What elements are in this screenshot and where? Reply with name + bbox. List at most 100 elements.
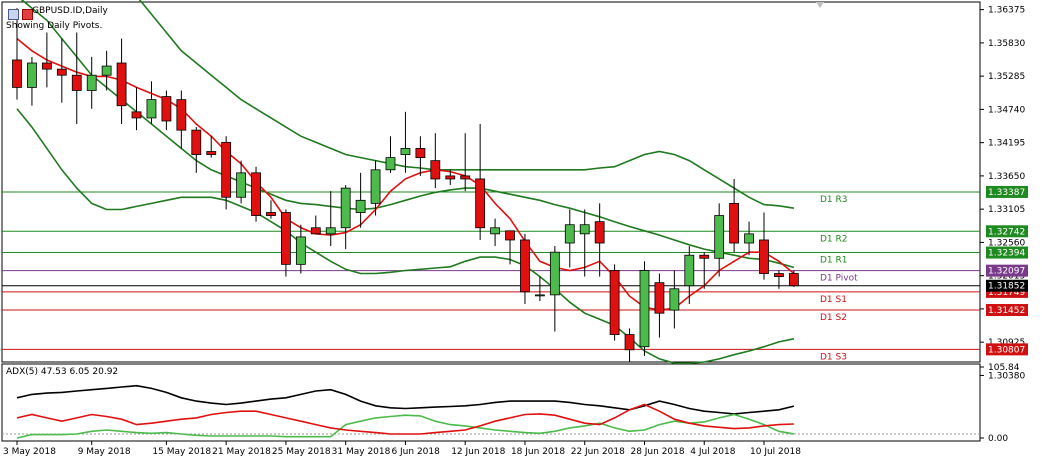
candle-body xyxy=(221,141,232,198)
y-tick-label: 1.36375 xyxy=(988,6,1025,16)
x-tick-label: 10 Jul 2018 xyxy=(750,447,801,457)
candle-body xyxy=(579,224,590,235)
candle-body xyxy=(385,157,396,171)
candle-body xyxy=(370,169,381,204)
y-tick-label: 1.33105 xyxy=(988,205,1025,215)
candle-body xyxy=(131,111,142,119)
pivot-price-tag xyxy=(986,225,1028,238)
candle-body xyxy=(520,239,530,293)
y-tick-label: 1.30380 xyxy=(988,371,1025,381)
pivot-price-tag xyxy=(986,304,1028,317)
pivot-label: D1 Pivot xyxy=(820,274,858,284)
candle-body xyxy=(71,74,82,91)
candle-body xyxy=(744,233,754,244)
chart-icon[interactable] xyxy=(8,9,19,20)
candle-body xyxy=(56,68,67,76)
bollinger-lower-line xyxy=(16,108,795,365)
pivot-price-tag-text: 1.33387 xyxy=(988,188,1025,198)
y-tick-label: 1.34195 xyxy=(988,139,1025,149)
x-tick-label: 18 Jun 2018 xyxy=(511,447,565,457)
candle-body xyxy=(146,99,157,119)
candle-body xyxy=(684,254,695,287)
candle-body xyxy=(176,99,187,131)
indicator-header: ADX(5) 47.53 6.05 20.92 xyxy=(6,367,119,377)
main-plot-frame xyxy=(1,1,981,363)
candle-body xyxy=(654,282,665,314)
y-tick-label: 1.34740 xyxy=(988,105,1025,115)
candle-body xyxy=(116,62,127,107)
candle-body xyxy=(101,65,112,76)
candle-body xyxy=(206,151,217,155)
candle-body xyxy=(355,199,366,213)
candle-body xyxy=(400,148,411,155)
pivot-price-tag-text: 1.31749 xyxy=(988,288,1025,298)
pivot-price-tag-text: 1.30807 xyxy=(988,345,1025,355)
x-tick-label: 9 May 2018 xyxy=(78,447,131,457)
candle-body xyxy=(714,215,725,259)
pivot-label: D1 S2 xyxy=(820,313,847,323)
y-tick-label: 1.32015 xyxy=(988,272,1025,282)
x-tick-label: 28 Jun 2018 xyxy=(630,447,684,457)
pivot-label: D1 R2 xyxy=(820,234,848,244)
pivot-label: D1 R1 xyxy=(820,256,848,266)
x-tick-label: 25 May 2018 xyxy=(272,447,331,457)
pivot-price-tag xyxy=(986,343,1028,356)
candle-body xyxy=(430,160,441,180)
y-tick-label: 1.33650 xyxy=(988,172,1025,182)
indicator-y-tick-label: 105.84 xyxy=(988,363,1020,373)
candle-body xyxy=(774,273,784,277)
candle-body xyxy=(325,227,336,235)
moving-average-line xyxy=(16,37,795,311)
di-plus-line xyxy=(16,413,795,439)
indicator-y-tick-label: 0.00 xyxy=(988,434,1008,444)
candle-body xyxy=(624,334,635,351)
x-tick-label: 6 Jun 2018 xyxy=(391,447,440,457)
pivot-price-tag xyxy=(986,185,1028,198)
pivot-label: D1 R3 xyxy=(820,195,848,205)
candle-body xyxy=(27,62,37,88)
y-tick-label: 1.30925 xyxy=(988,338,1025,348)
x-tick-label: 15 May 2018 xyxy=(152,447,211,457)
candle-body xyxy=(759,239,769,274)
candle-body xyxy=(445,175,456,180)
y-tick-label: 1.35830 xyxy=(988,39,1025,49)
scroll-marker-icon xyxy=(816,2,824,8)
candle-body xyxy=(310,227,321,235)
pivot-price-tag-text: 1.32097 xyxy=(988,267,1025,277)
settings-icon[interactable] xyxy=(22,9,33,20)
current-price-tag xyxy=(986,279,1028,292)
pivot-label: D1 S3 xyxy=(820,352,847,362)
candle-body xyxy=(161,96,172,122)
candle-body xyxy=(191,129,202,155)
candle-body xyxy=(594,221,605,244)
adx-line xyxy=(16,384,795,415)
candle-body xyxy=(564,224,575,244)
chart-subtitle: Showing Daily Pivots. xyxy=(6,21,103,31)
candle-body xyxy=(295,236,306,265)
candle-body xyxy=(266,212,276,216)
x-tick-label: 22 Jun 2018 xyxy=(571,447,625,457)
x-tick-label: 12 Jun 2018 xyxy=(451,447,505,457)
candle-body xyxy=(788,273,799,287)
bollinger-middle-line xyxy=(20,0,795,269)
candle-body xyxy=(609,270,620,335)
chart-title: GBPUSD.ID,Daily xyxy=(32,6,108,16)
candle-body xyxy=(251,172,261,216)
candle-body xyxy=(490,227,500,235)
pivot-label: D1 S1 xyxy=(820,295,847,305)
y-tick-label: 1.32560 xyxy=(988,238,1025,248)
y-tick-label: 1.35285 xyxy=(988,72,1025,82)
window-icons[interactable] xyxy=(8,5,36,24)
candle-body xyxy=(86,74,97,91)
candle-body xyxy=(699,254,710,259)
x-tick-label: 21 May 2018 xyxy=(212,447,271,457)
bollinger-upper-line xyxy=(138,0,795,209)
candle-body xyxy=(639,270,650,348)
pivot-price-tag-text: 1.32394 xyxy=(988,249,1025,259)
current-price-tag-text: 1.31852 xyxy=(988,282,1025,292)
indicator-plot-frame xyxy=(1,363,981,442)
candle-body xyxy=(549,251,560,296)
candle-body xyxy=(475,178,486,229)
pivot-price-tag-text: 1.32742 xyxy=(988,227,1025,237)
